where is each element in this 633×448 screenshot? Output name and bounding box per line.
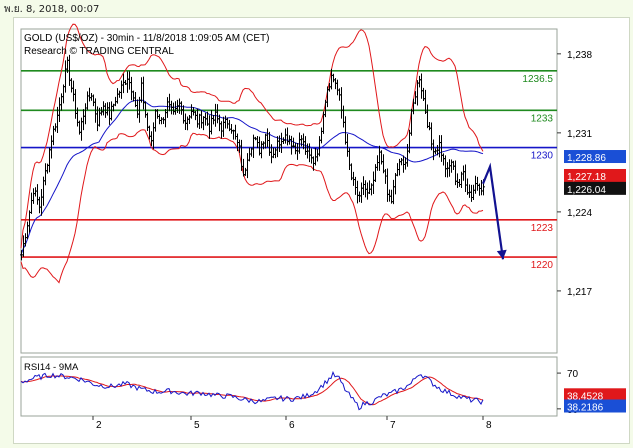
last-value-label: 1,227.18 (567, 172, 606, 183)
rsi-last-value-label: 38.4528 (567, 391, 604, 402)
level-label-1230: 1230 (531, 151, 554, 162)
lower-band-line (20, 129, 484, 284)
last-value-box (564, 181, 626, 195)
rsi-line (20, 370, 484, 411)
chart-subtitle: Research © TRADING CENTRAL (24, 46, 174, 57)
forecast-arrow-line (481, 162, 505, 260)
rsi-title: RSI14 - 9MA (24, 362, 79, 373)
upper-band-line (20, 23, 484, 249)
forecast-layer (481, 162, 507, 260)
price-bars-layer (20, 54, 485, 261)
last-value-label: 1,226.04 (567, 185, 606, 196)
time-axis-label: 7 (390, 420, 396, 431)
rsi-ma-line (20, 375, 484, 406)
last-value-marker: 1,226.04 (564, 181, 626, 196)
forecast-arrow-head (496, 249, 507, 260)
time-axis-label: 6 (289, 420, 295, 431)
time-axis-label: 5 (194, 420, 200, 431)
chart-title: GOLD (US$/OZ) - 30min - 11/8/2018 1:09:0… (24, 33, 269, 44)
level-label-1220: 1220 (531, 260, 554, 271)
price-panel (20, 28, 558, 354)
level-label-1236.5: 1236.5 (522, 74, 553, 85)
rsi-last-value-box (564, 388, 626, 402)
time-axis-label: 2 (96, 420, 102, 431)
rsi-last-value-marker: 38.2186 (564, 399, 626, 414)
axes-layer: 1,238 1,231 1,224 1,217 1,228.86 1,227.18 1,22… (92, 50, 626, 431)
rsi-last-value-box (564, 399, 626, 413)
rsi-last-value-label: 38.2186 (567, 403, 604, 414)
price-axis-label: 1,217 (567, 287, 592, 298)
rsi-last-value-marker: 38.4528 (564, 388, 626, 402)
levels-layer: 1236.5 1233 1230 1223 1220 (21, 69, 557, 271)
price-axis-label: 1,224 (567, 208, 592, 219)
chart-timestamp: พ.ย. 8, 2018, 00:07 (4, 4, 100, 15)
last-value-box (564, 150, 626, 164)
price-axis-label: 1,231 (567, 129, 592, 140)
rsi-axis-label: 70 (567, 369, 579, 380)
level-label-1233: 1233 (531, 113, 554, 124)
bollinger-bands-layer (20, 23, 484, 284)
time-axis-label: 8 (486, 420, 492, 431)
last-value-marker: 1,227.18 (564, 168, 626, 183)
last-value-marker: 1,228.86 (564, 150, 626, 164)
rsi-panel (20, 356, 558, 417)
price-axis-label: 1,238 (567, 50, 592, 61)
level-label-1223: 1223 (531, 223, 554, 234)
last-value-box (564, 168, 626, 182)
last-value-label: 1,228.86 (567, 153, 606, 164)
